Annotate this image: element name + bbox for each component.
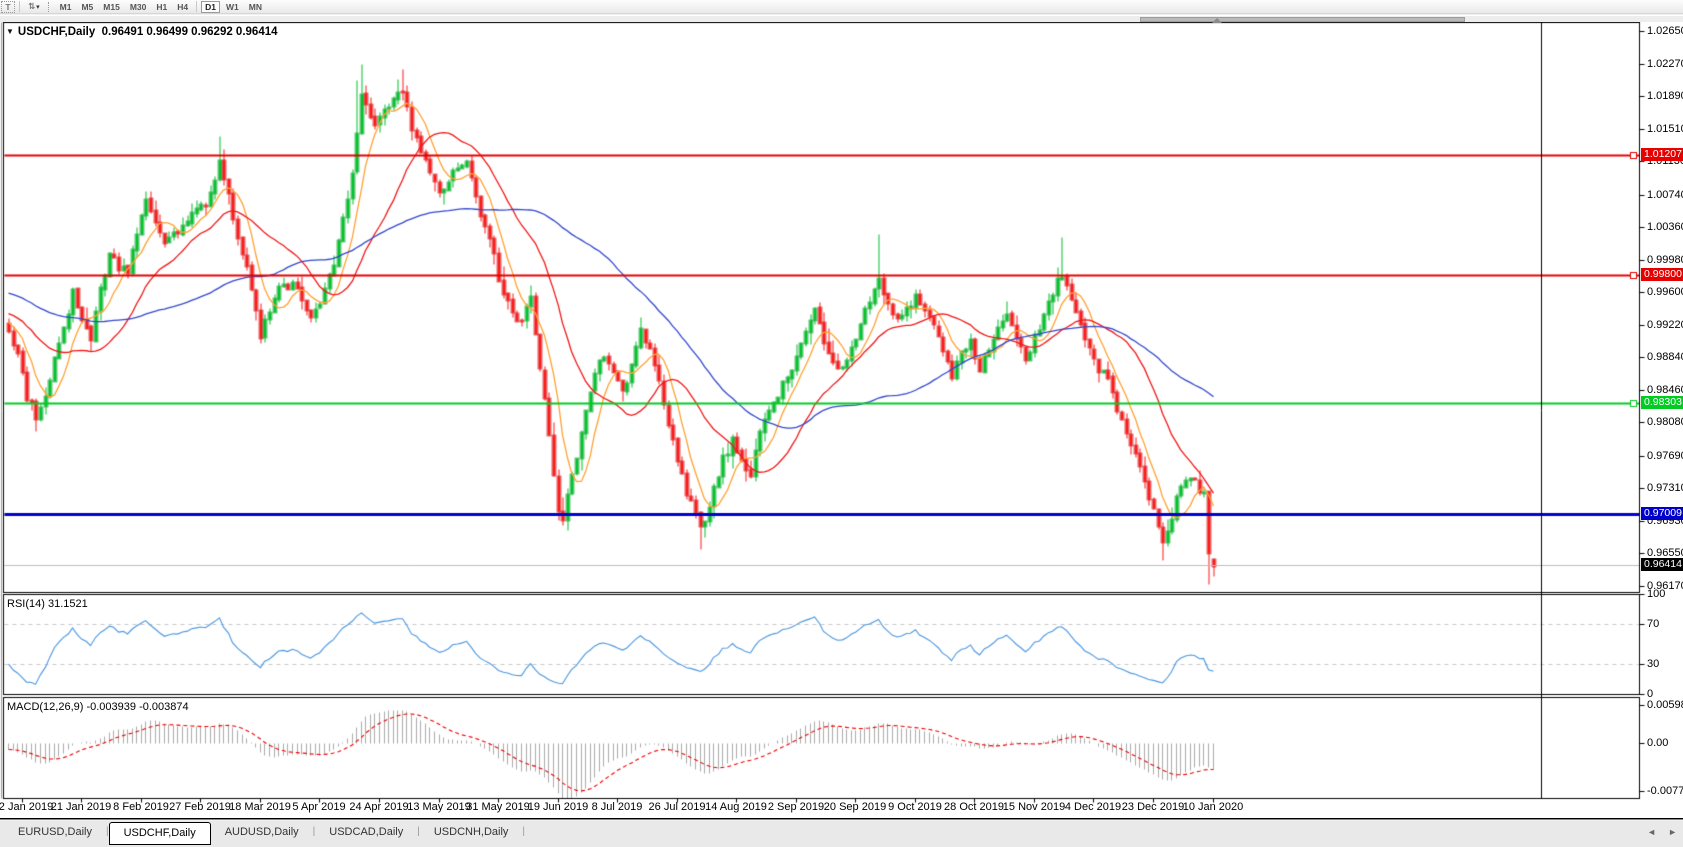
- tab-separator: |: [417, 826, 420, 837]
- date-axis-label: 5 Apr 2019: [292, 801, 346, 813]
- tabbar-border: [0, 818, 1683, 820]
- price-axis-tick-label: 0.96550: [1647, 547, 1683, 560]
- price-axis-tick-label: 0.99980: [1647, 253, 1683, 266]
- date-axis-label: 2 Sep 2019: [767, 801, 825, 813]
- rsi-axis-tick-label: 70: [1647, 618, 1660, 630]
- macd-axis-tick-label: 0.005986: [1647, 699, 1683, 712]
- price-axis-tick-label: 0.99600: [1647, 286, 1683, 299]
- tab-separator: |: [105, 826, 109, 837]
- chart-tab-eurusd[interactable]: EURUSD,Daily: [18, 826, 92, 838]
- price-axis-tick-label: 0.98460: [1647, 383, 1683, 396]
- arrange-dropdown-button[interactable]: ⇅ ▾: [24, 1, 43, 13]
- chevron-down-icon: ▾: [36, 3, 39, 11]
- price-axis-tick-label: 1.00360: [1647, 221, 1683, 234]
- date-axis-label: 18 Mar 2019: [229, 801, 291, 813]
- date-axis-label: 9 Oct 2019: [888, 801, 942, 813]
- macd-axis-tick-label: -0.007737: [1647, 785, 1683, 798]
- date-axis-label: 14 Aug 2019: [705, 801, 767, 813]
- current-price-label: 0.96414: [1641, 558, 1683, 572]
- price-axis-tick-label: 1.02650: [1647, 24, 1683, 37]
- chart-symbol-period: USDCHF,Daily: [17, 26, 96, 38]
- tab-separator: |: [312, 826, 316, 837]
- date-axis-label: 2 Jan 2019: [0, 801, 54, 813]
- level-price-label: 1.01207: [1641, 147, 1683, 161]
- chart-shift-marker-icon: [1212, 18, 1222, 23]
- tab-scroll-left-button[interactable]: ◄: [1647, 827, 1657, 837]
- chart-horizontal-scrollbar[interactable]: [0, 15, 1683, 23]
- chart-tab-usdcad[interactable]: USDCAD,Daily: [329, 826, 404, 838]
- date-axis-label: 20 Sep 2019: [823, 801, 887, 813]
- rsi-axis-tick-label: 100: [1647, 588, 1666, 600]
- price-axis-tick-label: 0.96170: [1647, 580, 1683, 593]
- tab-scroll-right-button[interactable]: ►: [1668, 827, 1677, 837]
- date-axis-label: 19 Jun 2019: [527, 801, 589, 813]
- macd-axis-tick-label: 0.00: [1647, 736, 1669, 749]
- double-arrow-icon: ⇅: [28, 1, 35, 11]
- timeframe-button-mn[interactable]: MN: [248, 1, 262, 12]
- toolbar-separator: [19, 1, 20, 12]
- date-axis-label: 8 Jul 2019: [591, 801, 643, 813]
- rsi-indicator-label: RSI(14) 31.1521: [7, 598, 88, 610]
- timeframe-button-h1[interactable]: H1: [156, 1, 168, 12]
- chart-tab-audusd[interactable]: AUDUSD,Daily: [224, 826, 299, 838]
- price-axis-tick-label: 1.00740: [1647, 188, 1683, 201]
- chart-window: ▼ USDCHF,Daily 0.96491 0.96499 0.96292 0.…: [0, 22, 1683, 818]
- price-axis-tick-label: 1.01510: [1647, 122, 1683, 135]
- date-axis-label: 23 Dec 2019: [1121, 801, 1185, 813]
- timeframe-button-w1[interactable]: W1: [225, 1, 239, 12]
- chart-tab-usdcnh[interactable]: USDCNH,Daily: [433, 826, 509, 838]
- date-axis-label: 26 Jul 2019: [648, 801, 706, 813]
- rsi-axis-tick-label: 30: [1647, 658, 1660, 670]
- timeframe-button-m5[interactable]: M5: [81, 1, 94, 12]
- price-axis-tick-label: 0.97690: [1647, 449, 1683, 462]
- date-axis-label: 15 Nov 2019: [1002, 801, 1066, 813]
- toolbar: T ⇅ ▾ M1 M5 M15 M30 H1 H4 D1 W1 MN: [0, 0, 1683, 14]
- price-axis-tick-label: 0.99220: [1647, 318, 1683, 331]
- date-axis-label: 31 May 2019: [466, 801, 530, 813]
- chart-ohlc-quotes: 0.96491 0.96499 0.96292 0.96414: [101, 26, 278, 38]
- rsi-axis-tick-label: 0: [1647, 688, 1654, 700]
- date-axis-label: 21 Jan 2019: [50, 801, 112, 813]
- chart-tab-bar: EURUSD,Daily | USDCHF,Daily AUDUSD,Daily | US…: [0, 821, 1683, 847]
- timeframe-button-m15[interactable]: M15: [103, 1, 120, 12]
- timeframe-button-group: M1 M5 M15 M30 H1 H4 D1 W1 MN: [55, 0, 267, 13]
- price-axis-tick-label: 0.98840: [1647, 351, 1683, 364]
- level-price-label: 0.98303: [1641, 396, 1683, 410]
- date-axis-label: 4 Dec 2019: [1064, 801, 1122, 813]
- toolbar-separator: [196, 1, 198, 12]
- price-axis-tick-label: 0.98080: [1647, 416, 1683, 429]
- date-axis-label: 10 Jan 2020: [1182, 801, 1244, 813]
- price-axis-tick-label: 0.97310: [1647, 482, 1683, 495]
- text-tool-button[interactable]: T: [1, 0, 15, 13]
- chart-title-expander-icon[interactable]: ▼: [6, 27, 14, 36]
- date-axis-label: 8 Feb 2019: [113, 801, 169, 813]
- timeframe-button-d1[interactable]: D1: [201, 0, 220, 13]
- level-price-label: 0.99800: [1641, 268, 1683, 282]
- chart-title: ▼ USDCHF,Daily 0.96491 0.96499 0.96292 0.…: [6, 26, 278, 38]
- scrollbar-thumb[interactable]: [1140, 17, 1465, 22]
- tab-separator: |: [522, 826, 526, 837]
- timeframe-button-h4[interactable]: H4: [177, 1, 189, 12]
- price-axis-tick-label: 1.02270: [1647, 57, 1683, 70]
- date-axis-label: 27 Feb 2019: [169, 801, 231, 813]
- tab-scroll-controls: ◄ ►: [1647, 827, 1677, 837]
- macd-indicator-label: MACD(12,26,9) -0.003939 -0.003874: [7, 701, 189, 713]
- level-price-label: 0.97009: [1641, 507, 1683, 521]
- date-axis-label: 13 May 2019: [407, 801, 471, 813]
- date-axis-label: 28 Oct 2019: [944, 801, 1004, 813]
- date-axis-label: 24 Apr 2019: [349, 801, 409, 813]
- chart-tab-usdchf[interactable]: USDCHF,Daily: [108, 822, 211, 845]
- toolbar-grip: [47, 1, 51, 12]
- chart-canvas[interactable]: [0, 22, 1683, 818]
- price-axis-tick-label: 1.01890: [1647, 90, 1683, 103]
- timeframe-button-m30[interactable]: M30: [129, 1, 147, 12]
- timeframe-button-m1[interactable]: M1: [59, 1, 72, 12]
